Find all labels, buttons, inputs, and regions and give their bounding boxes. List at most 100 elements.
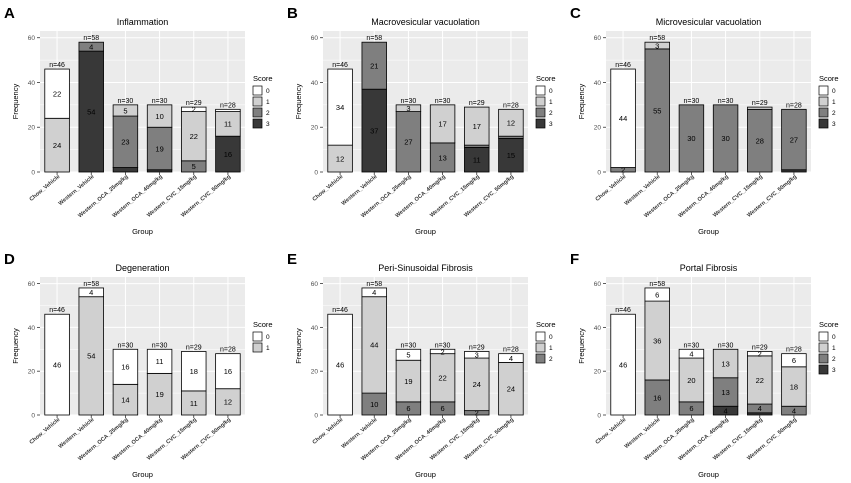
legend-title: Score: [819, 74, 839, 83]
segment-label: 3: [406, 104, 410, 113]
panel-f: F Portal Fibrosis0204060Frequency46n=46Ch…: [570, 251, 839, 479]
legend-label: 2: [832, 110, 836, 117]
legend-label: 1: [832, 345, 836, 352]
legend-swatch: [252, 107, 263, 118]
segment-label: 12: [507, 119, 515, 128]
segment-label: 6: [440, 404, 444, 413]
legend-swatch: [252, 118, 263, 129]
segment-label: 4: [723, 406, 727, 415]
panel-d: D Degeneration0204060Frequency46n=46Chow_…: [4, 251, 273, 479]
legend-swatch: [535, 331, 546, 342]
legend-label: 3: [549, 121, 553, 128]
x-tick-label: Western_Vehicle: [58, 174, 96, 207]
legend-label: 0: [549, 334, 553, 341]
panel-title: Peri-Sinusoidal Fibrosis: [378, 263, 473, 273]
panel-e: E Peri-Sinusoidal Fibrosis0204060Frequenc…: [287, 251, 556, 479]
bar-segment: [44, 313, 70, 416]
bar-segment: [644, 300, 670, 381]
y-tick-label: 20: [594, 369, 602, 376]
panel-a: A Inflammation0204060Frequency2422n=46Cho…: [4, 5, 273, 236]
bar-segment: [644, 287, 670, 302]
bar-segment: [429, 348, 456, 355]
bar-segment: [781, 353, 807, 368]
n-label: n=58: [649, 281, 665, 288]
segment-label: 28: [756, 136, 764, 145]
y-tick-label: 60: [311, 281, 319, 288]
x-tick-label: Western_Vehicle: [341, 417, 379, 450]
segment-label: 46: [336, 360, 344, 369]
segment-label: 4: [689, 349, 693, 358]
segment-label: 4: [89, 288, 93, 297]
bar-segment: [395, 111, 422, 173]
bar-segment: [78, 287, 104, 298]
segment-label: 23: [121, 138, 129, 147]
segment-label: 27: [790, 135, 798, 144]
segment-label: 3: [475, 351, 479, 360]
bar-segment: [181, 390, 207, 416]
segment-label: 16: [224, 150, 232, 159]
segment-label: 6: [689, 404, 693, 413]
segment-label: 16: [653, 393, 661, 402]
bar-segment: [112, 115, 139, 168]
legend-title: Score: [536, 74, 556, 83]
n-label: n=29: [752, 344, 768, 351]
y-tick-label: 40: [594, 80, 602, 87]
segment-label: 54: [87, 107, 95, 116]
segment-label: 4: [372, 288, 376, 297]
bar-segment: [361, 296, 387, 394]
legend-swatch: [818, 118, 829, 129]
x-tick-label: Western_Vehicle: [624, 417, 662, 450]
legend-label: 0: [266, 88, 270, 95]
bar-segment: [146, 372, 173, 416]
n-label: n=30: [152, 342, 168, 349]
segment-label: 4: [758, 404, 762, 413]
segment-label: 6: [406, 404, 410, 413]
segment-label: 34: [336, 103, 344, 112]
plot-background: [606, 277, 811, 415]
legend-label: 1: [549, 345, 553, 352]
legend-label: 2: [832, 356, 836, 363]
bar-segment: [747, 108, 773, 173]
legend-label: 0: [832, 334, 836, 341]
x-axis-title: Group: [698, 227, 719, 236]
legend-title: Score: [536, 320, 556, 329]
n-label: n=58: [649, 35, 665, 42]
bar-segment: [146, 126, 173, 171]
bar-segment: [44, 117, 70, 173]
segment-label: 46: [619, 360, 627, 369]
panel-letter: C: [570, 5, 581, 22]
legend-swatch: [252, 331, 263, 342]
panel-b: B Macrovesicular vacuolation0204060Freque…: [287, 5, 556, 236]
n-label: n=28: [503, 347, 519, 354]
n-label: n=29: [469, 344, 485, 351]
panel-title: Degeneration: [115, 263, 169, 273]
legend-swatch: [818, 353, 829, 364]
n-label: n=46: [615, 307, 631, 314]
y-tick-label: 60: [311, 35, 319, 42]
segment-label: 44: [370, 341, 378, 350]
bar-segment: [498, 353, 524, 363]
x-tick-label: Chow_Vehicle: [29, 417, 62, 446]
bar-segment: [395, 359, 422, 403]
n-label: n=58: [366, 281, 382, 288]
x-axis-title: Group: [132, 227, 153, 236]
x-tick-label: Chow_Vehicle: [312, 417, 345, 446]
legend-swatch: [535, 107, 546, 118]
n-label: n=28: [786, 102, 802, 109]
bar-segment: [181, 106, 207, 112]
panel-title: Macrovesicular vacuolation: [371, 17, 480, 27]
y-tick-label: 0: [31, 170, 35, 177]
segment-label: 19: [155, 390, 163, 399]
segment-label: 3: [655, 41, 659, 50]
bar-segment: [610, 68, 636, 168]
x-tick-label: Western_Vehicle: [58, 417, 96, 450]
y-tick-label: 0: [314, 413, 318, 420]
y-tick-label: 40: [28, 80, 36, 87]
n-label: n=28: [786, 347, 802, 354]
y-tick-label: 0: [597, 170, 601, 177]
n-label: n=46: [332, 62, 348, 69]
legend-swatch: [535, 85, 546, 96]
bar-segment: [78, 41, 104, 52]
n-label: n=29: [469, 100, 485, 107]
segment-label: 5: [406, 351, 410, 360]
